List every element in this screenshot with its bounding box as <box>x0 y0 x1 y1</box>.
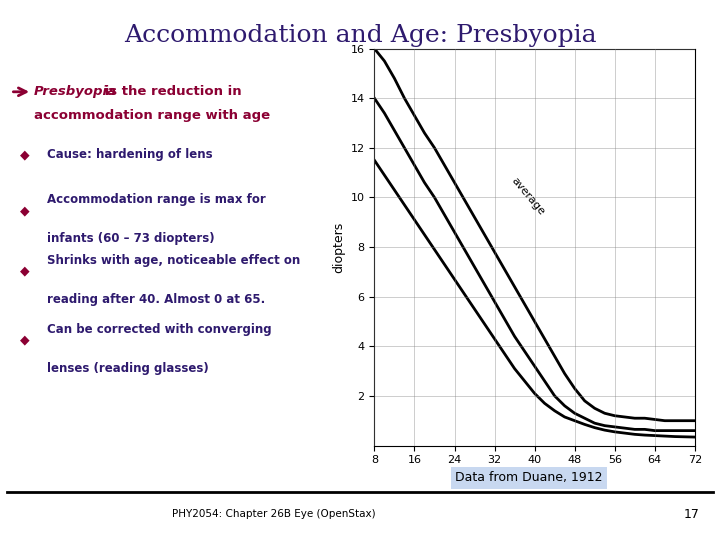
Text: infants (60 – 73 diopters): infants (60 – 73 diopters) <box>47 232 215 245</box>
Text: Accommodation range is max for: Accommodation range is max for <box>47 193 266 206</box>
Text: lenses (reading glasses): lenses (reading glasses) <box>47 362 209 375</box>
Text: ◆: ◆ <box>20 148 30 161</box>
Text: ◆: ◆ <box>20 334 30 347</box>
Text: Cause: hardening of lens: Cause: hardening of lens <box>47 148 212 161</box>
Text: is the reduction in: is the reduction in <box>100 85 242 98</box>
Text: PHY2054: Chapter 26B Eye (OpenStax): PHY2054: Chapter 26B Eye (OpenStax) <box>172 509 375 519</box>
Text: Can be corrected with converging: Can be corrected with converging <box>47 323 271 336</box>
Text: Accommodation and Age: Presbyopia: Accommodation and Age: Presbyopia <box>124 24 596 48</box>
Text: ◆: ◆ <box>20 265 30 278</box>
Text: Presbyopia: Presbyopia <box>34 85 117 98</box>
Text: Shrinks with age, noticeable effect on: Shrinks with age, noticeable effect on <box>47 254 300 267</box>
X-axis label: age in years: age in years <box>496 471 573 484</box>
Text: average: average <box>510 176 546 217</box>
Text: 17: 17 <box>683 508 699 521</box>
Text: Data from Duane, 1912: Data from Duane, 1912 <box>456 471 603 484</box>
Y-axis label: diopters: diopters <box>332 221 345 273</box>
Text: ◆: ◆ <box>20 204 30 217</box>
Text: reading after 40. Almost 0 at 65.: reading after 40. Almost 0 at 65. <box>47 293 265 306</box>
Text: accommodation range with age: accommodation range with age <box>34 109 270 122</box>
